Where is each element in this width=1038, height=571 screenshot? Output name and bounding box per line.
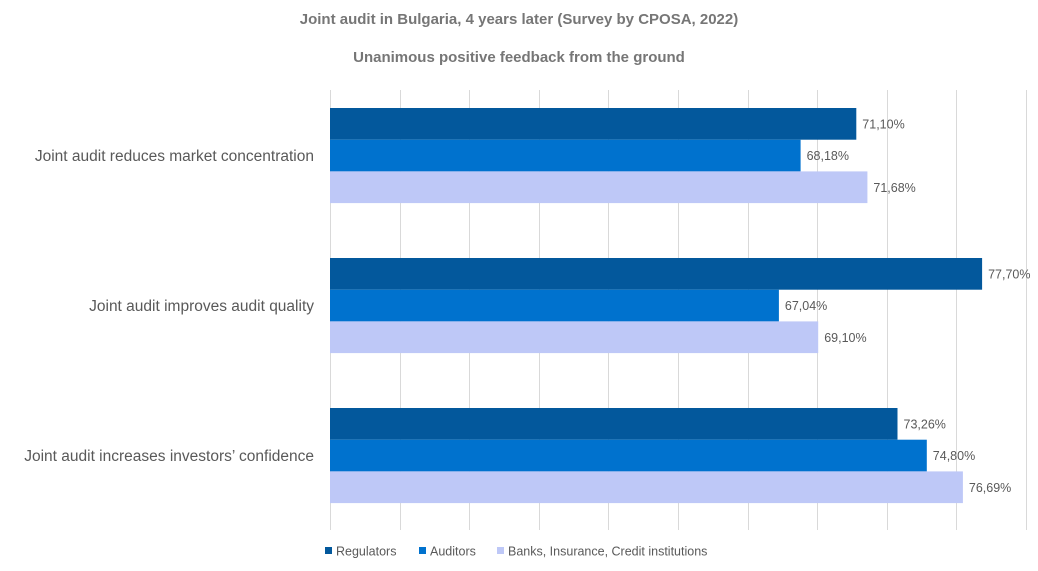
legend-swatch bbox=[325, 547, 332, 554]
legend-label: Auditors bbox=[430, 545, 476, 559]
legend-label: Regulators bbox=[336, 545, 396, 559]
data-label: 71,10% bbox=[862, 117, 904, 131]
legend-swatch bbox=[497, 547, 504, 554]
category-label: Joint audit reduces market concentration bbox=[35, 148, 314, 165]
bar bbox=[330, 108, 857, 140]
chart-subtitle: Unanimous positive feedback from the gro… bbox=[353, 49, 685, 66]
data-label: 67,04% bbox=[785, 299, 827, 313]
bar bbox=[330, 171, 868, 204]
data-label: 73,26% bbox=[904, 417, 946, 431]
bar bbox=[330, 258, 983, 290]
bars bbox=[330, 108, 983, 504]
bar bbox=[330, 471, 963, 504]
data-label: 74,80% bbox=[933, 449, 975, 463]
bar bbox=[330, 439, 927, 472]
legend: Regulators Auditors Banks, Insurance, Cred… bbox=[325, 545, 707, 559]
bar bbox=[330, 289, 779, 322]
bar bbox=[330, 321, 819, 354]
data-label: 76,69% bbox=[969, 481, 1011, 495]
chart-title: Joint audit in Bulgaria, 4 years later (… bbox=[300, 11, 739, 28]
category-labels: Joint audit reduces market concentration… bbox=[24, 148, 314, 465]
data-label: 77,70% bbox=[988, 267, 1030, 281]
data-label: 69,10% bbox=[824, 331, 866, 345]
bar bbox=[330, 139, 801, 172]
bar bbox=[330, 408, 898, 440]
data-labels: 71,10% 68,18% 71,68% 77,70% 67,04% 69,10% 73,2… bbox=[785, 117, 1031, 495]
data-label: 68,18% bbox=[807, 149, 849, 163]
data-label: 71,68% bbox=[873, 181, 915, 195]
legend-label: Banks, Insurance, Credit institutions bbox=[508, 545, 707, 559]
category-label: Joint audit increases investors’ confide… bbox=[24, 448, 314, 465]
legend-swatch bbox=[419, 547, 426, 554]
category-label: Joint audit improves audit quality bbox=[89, 298, 314, 315]
